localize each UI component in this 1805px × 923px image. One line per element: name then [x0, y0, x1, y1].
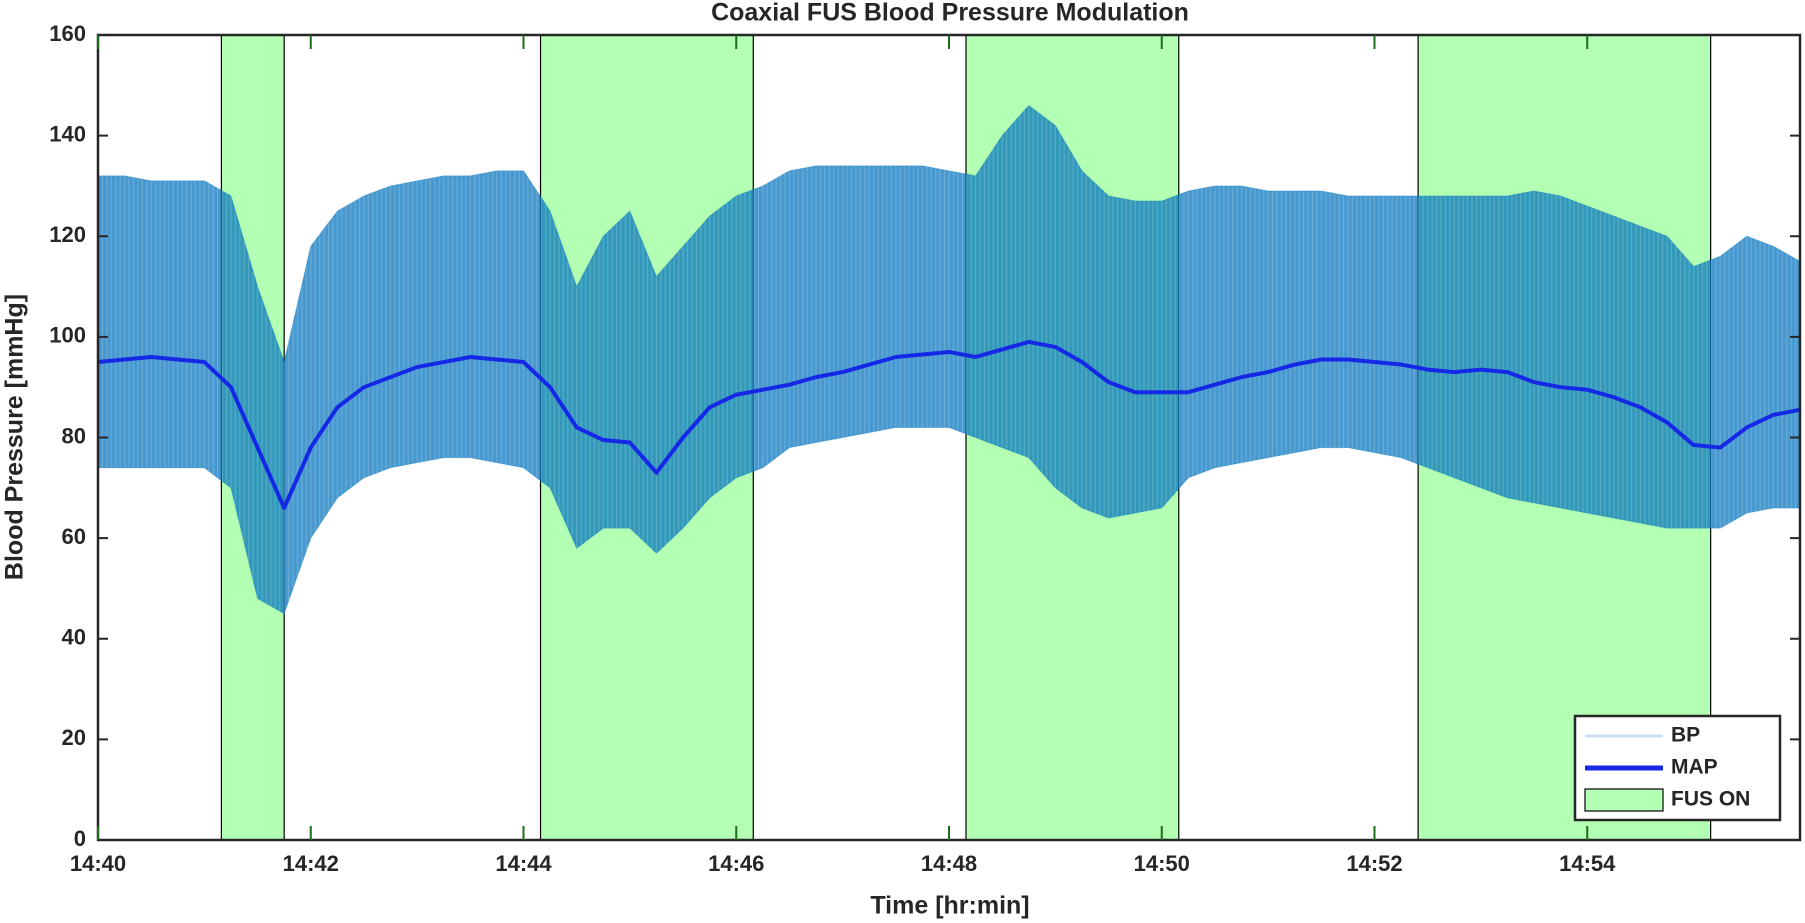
y-tick-label: 40 — [62, 625, 86, 650]
x-tick-label: 14:42 — [283, 851, 339, 876]
y-tick-label: 140 — [49, 121, 86, 146]
x-tick-label: 14:44 — [495, 851, 552, 876]
legend-swatch — [1584, 788, 1664, 812]
x-tick-label: 14:46 — [708, 851, 764, 876]
y-tick-label: 80 — [62, 423, 86, 448]
x-tick-label: 14:54 — [1559, 851, 1616, 876]
x-tick-label: 14:50 — [1134, 851, 1190, 876]
y-tick-label: 20 — [62, 725, 86, 750]
y-tick-label: 160 — [49, 21, 86, 46]
x-tick-label: 14:48 — [921, 851, 977, 876]
x-axis-label: Time [hr:min] — [870, 892, 1029, 920]
chart-title: Coaxial FUS Blood Pressure Modulation — [711, 0, 1189, 27]
x-tick-label: 14:52 — [1346, 851, 1402, 876]
legend-label: FUS ON — [1671, 788, 1750, 811]
y-tick-label: 100 — [49, 323, 86, 348]
legend-label: MAP — [1671, 756, 1718, 779]
legend-label: BP — [1671, 724, 1700, 747]
x-tick-label: 14:40 — [70, 851, 126, 876]
map-line — [97, 339, 1801, 510]
y-tick-label: 60 — [62, 524, 86, 549]
y-tick-label: 120 — [49, 222, 86, 247]
y-axis-label: Blood Pressure [mmHg] — [1, 294, 29, 580]
y-tick-label: 0 — [74, 826, 86, 851]
